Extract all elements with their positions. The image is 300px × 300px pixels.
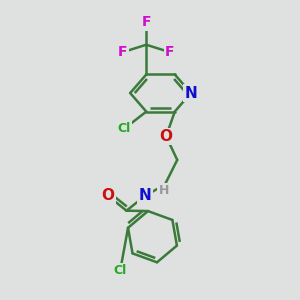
Text: Cl: Cl: [117, 122, 130, 135]
Text: H: H: [158, 184, 169, 197]
Text: O: O: [160, 129, 172, 144]
Text: O: O: [101, 188, 114, 203]
Text: Cl: Cl: [114, 264, 127, 277]
Text: N: N: [184, 85, 197, 100]
Text: F: F: [142, 15, 151, 29]
Text: F: F: [118, 45, 128, 59]
Text: N: N: [139, 188, 152, 203]
Text: F: F: [165, 45, 175, 59]
